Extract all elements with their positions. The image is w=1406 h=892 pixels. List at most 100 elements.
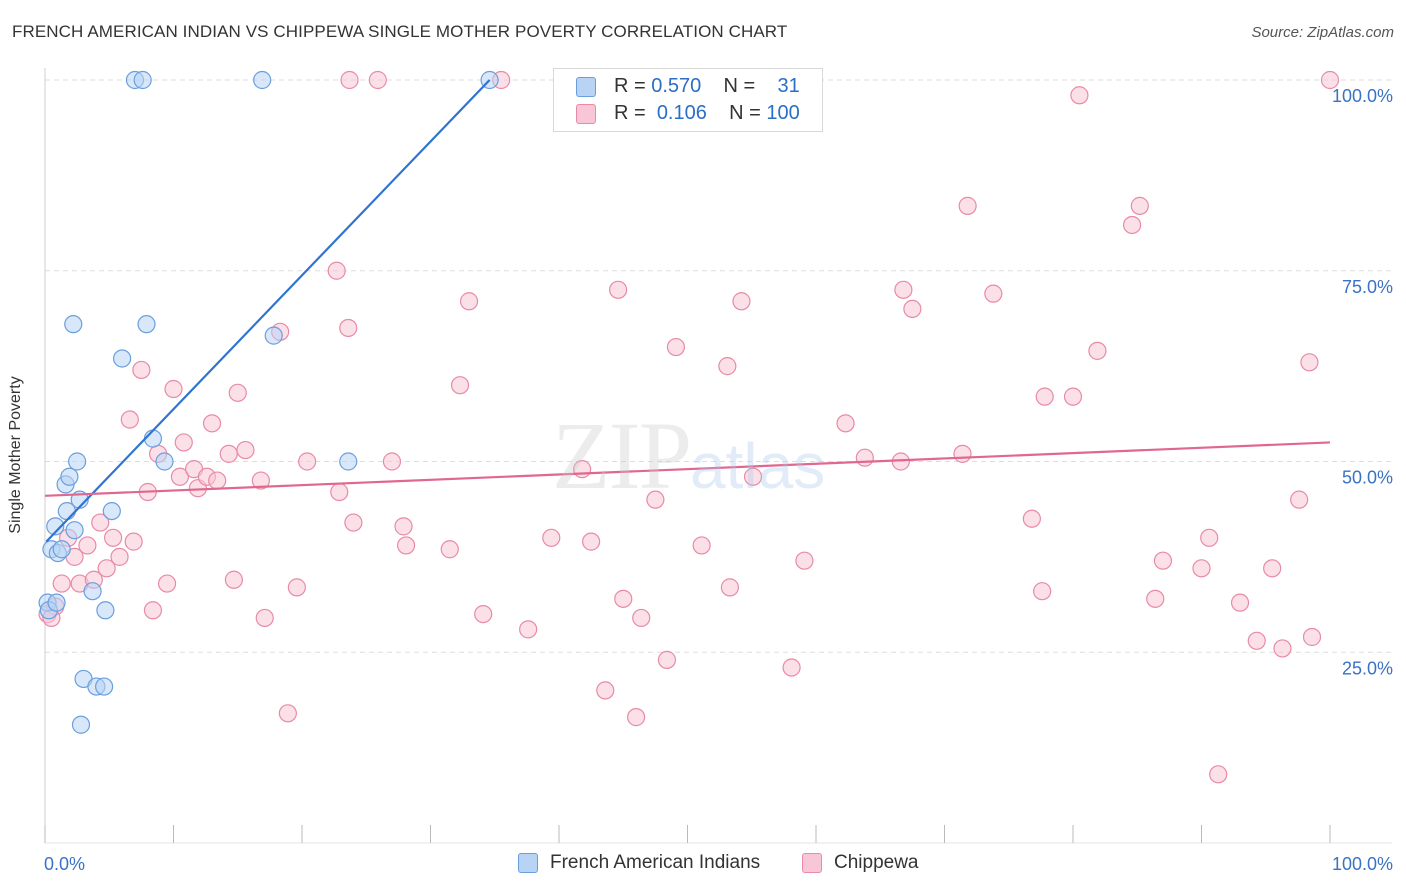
- chippewa-point: [202, 414, 222, 433]
- french-american-indians-point: [143, 429, 163, 448]
- french-american-indians-point: [137, 315, 156, 334]
- y-tick-label: 25.0%: [1342, 658, 1393, 678]
- chippewa-point: [91, 513, 110, 532]
- chippewa-point: [104, 528, 123, 547]
- pink-swatch: [802, 853, 822, 873]
- y-tick-label: 75.0%: [1342, 277, 1393, 297]
- chippewa-point: [1230, 593, 1250, 612]
- chippewa-point: [1088, 341, 1107, 360]
- chippewa-point: [1130, 196, 1149, 215]
- french-american-indians-point: [112, 349, 132, 368]
- chippewa-point: [542, 528, 561, 547]
- chippewa-point: [1022, 509, 1041, 528]
- chippewa-point: [396, 536, 416, 555]
- chippewa-point: [344, 513, 363, 532]
- r-value: 0.570: [651, 75, 702, 97]
- french-american-indians-point: [96, 601, 115, 620]
- chippewa-point: [855, 448, 874, 467]
- blue-swatch: [518, 853, 538, 873]
- chippewa-point: [382, 452, 402, 471]
- french-american-indians-point: [133, 70, 152, 90]
- chippewa-point: [278, 704, 297, 723]
- legend-label: Chippewa: [834, 852, 919, 873]
- trend-lines: [44, 79, 1331, 543]
- chippewa-point: [836, 414, 855, 433]
- french-american-indians-point: [47, 593, 66, 612]
- french-american-indians-point: [71, 715, 91, 734]
- pink-swatch: [576, 104, 596, 124]
- chippewa-point: [795, 551, 814, 570]
- chippewa-point: [251, 471, 270, 490]
- french-american-indians-point: [339, 452, 358, 471]
- chippewa-point: [1273, 639, 1292, 658]
- chippewa-point: [78, 536, 97, 555]
- r-label: R =: [614, 102, 646, 124]
- r-label: R =: [614, 75, 646, 97]
- chippewa-point: [1123, 215, 1142, 235]
- legend-row-text: R = 0.106 N = 100: [614, 102, 800, 125]
- chippewa-point: [255, 608, 274, 628]
- french-american-indians-point: [83, 582, 102, 601]
- chippewa-point: [657, 650, 677, 669]
- watermark-atlas: atlas: [690, 430, 826, 502]
- chippewa-point: [1063, 387, 1083, 406]
- chippewa-point: [903, 299, 922, 318]
- chippewa-trend-line: [44, 441, 1331, 497]
- chippewa-point: [459, 292, 479, 311]
- chippewa-point: [287, 578, 306, 597]
- chippewa-point: [1300, 353, 1319, 372]
- chippewa-point: [1146, 589, 1165, 608]
- chippewa-point: [143, 601, 163, 620]
- chippewa-point: [632, 608, 651, 628]
- blue-swatch: [576, 77, 596, 97]
- french-american-indians-point: [65, 521, 84, 540]
- chippewa-point: [1209, 765, 1228, 784]
- chippewa-point: [298, 452, 317, 471]
- french-american-indians-trend-line: [45, 79, 491, 543]
- source-label: Source: ZipAtlas.com: [1251, 24, 1394, 41]
- chippewa-point: [1200, 528, 1219, 547]
- chippewa-point: [219, 444, 238, 463]
- french-american-indians-point: [52, 540, 71, 559]
- x-tick-label: 0.0%: [44, 854, 85, 874]
- chippewa-point: [953, 444, 972, 463]
- chippewa-point: [97, 559, 116, 578]
- french-american-indians-points: [38, 70, 499, 734]
- chippewa-point: [984, 284, 1003, 303]
- chippewa-point: [958, 196, 977, 215]
- x-tick-label: 100.0%: [1332, 854, 1393, 874]
- chippewa-point: [440, 540, 459, 559]
- chippewa-point: [666, 337, 686, 357]
- chippewa-point: [1263, 559, 1282, 578]
- french-american-indians-point: [46, 517, 65, 536]
- chippewa-point: [720, 578, 740, 597]
- chippewa-point: [174, 433, 193, 452]
- chippewa-point: [646, 490, 665, 509]
- chippewa-point: [614, 589, 633, 608]
- chippewa-point: [1290, 490, 1309, 509]
- chippewa-point: [582, 532, 601, 551]
- chippewa-point: [1035, 387, 1054, 406]
- chippewa-point: [519, 620, 538, 639]
- chippewa-point: [164, 379, 183, 399]
- chippewa-point: [110, 547, 129, 566]
- y-tick-label: 50.0%: [1342, 468, 1393, 488]
- chippewa-point: [368, 70, 387, 90]
- legend-label: French American Indians: [550, 852, 761, 873]
- chippewa-point: [1153, 551, 1173, 570]
- chippewa-point: [474, 604, 493, 624]
- french-american-indians-point: [102, 501, 121, 521]
- chippewa-point: [1247, 631, 1266, 650]
- french-american-indians-point: [253, 70, 272, 90]
- chippewa-point: [132, 360, 151, 380]
- x-axis-ticks: [44, 825, 1331, 843]
- chippewa-point: [1070, 86, 1089, 105]
- chippewa-point: [228, 383, 247, 402]
- chippewa-point: [157, 574, 177, 593]
- watermark: ZIPatlas: [552, 400, 825, 511]
- chippewa-point: [782, 658, 801, 677]
- french-american-indians-point: [155, 452, 174, 471]
- n-value: 100: [766, 102, 800, 124]
- chippewa-point: [626, 708, 646, 727]
